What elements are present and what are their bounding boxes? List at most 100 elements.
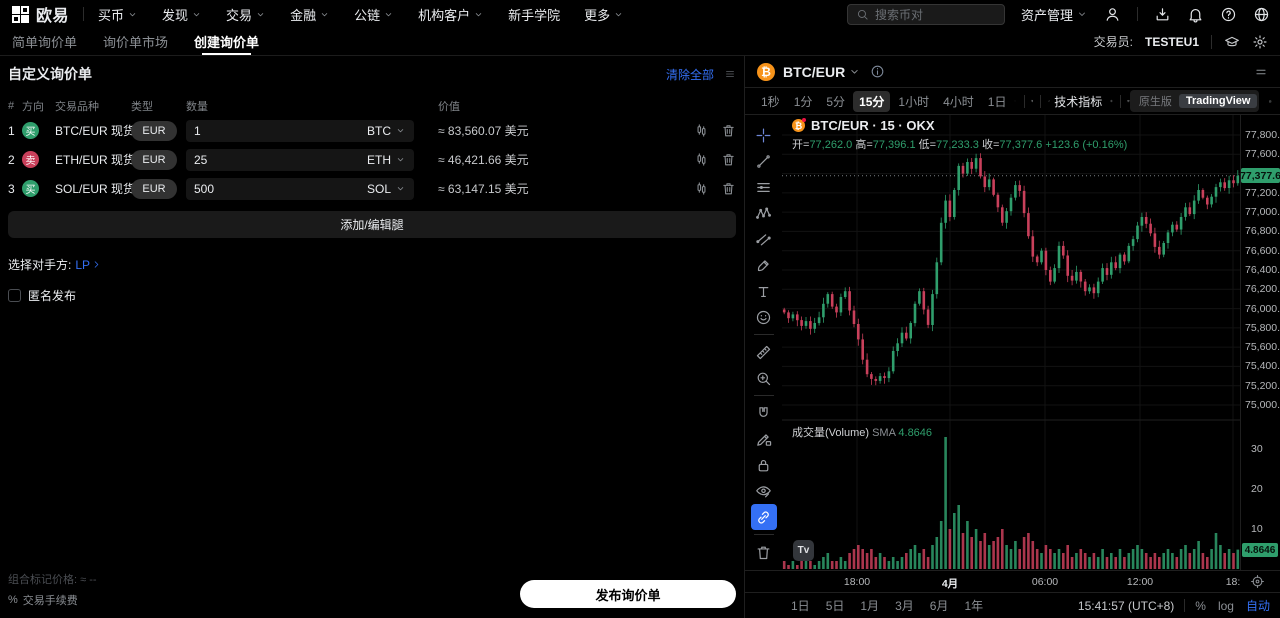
xabcd-pattern-tool[interactable]: [751, 200, 777, 226]
nav-item-交易[interactable]: 交易: [226, 5, 266, 24]
okx-logo[interactable]: 欧易: [12, 2, 69, 26]
nav-item-公链[interactable]: 公链: [354, 5, 394, 24]
interval-4小时[interactable]: 4小时: [943, 94, 974, 109]
info-icon[interactable]: [870, 64, 885, 79]
range-5日[interactable]: 5日: [825, 599, 845, 613]
indicator-label[interactable]: 技术指标: [1054, 94, 1103, 109]
ruler-tool[interactable]: [751, 339, 777, 365]
anonymous-checkbox[interactable]: [8, 289, 21, 302]
okx-logo-icon: [12, 5, 29, 23]
scroll-to-realtime-icon[interactable]: [1250, 574, 1265, 589]
interval-more-icon[interactable]: [1014, 95, 1016, 107]
brush-tool[interactable]: [751, 252, 777, 278]
chevron-down-icon[interactable]: [395, 125, 406, 136]
horizontal-lines-tool[interactable]: [751, 174, 777, 200]
symbol-title[interactable]: BTC/EUR: [783, 63, 846, 80]
link-tool[interactable]: [750, 504, 777, 530]
percent-scale-button[interactable]: %: [1195, 598, 1206, 613]
candle-style-icon[interactable]: [1031, 93, 1034, 109]
view-chart-icon[interactable]: [694, 123, 709, 138]
amount-field[interactable]: 500 SOL: [186, 177, 414, 200]
instrument-select[interactable]: ETH/EUR 现货: [55, 151, 135, 168]
amount-input[interactable]: 25: [194, 152, 208, 167]
delete-leg-icon[interactable]: [721, 152, 736, 167]
more-icon[interactable]: [1254, 65, 1268, 79]
view-chart-icon[interactable]: [694, 152, 709, 167]
tab-简单询价单[interactable]: 简单询价单: [12, 35, 78, 50]
magnet-tool[interactable]: [751, 400, 777, 426]
range-1年[interactable]: 1年: [964, 599, 984, 613]
text-tool[interactable]: [751, 278, 777, 304]
nav-item-买币[interactable]: 买币: [98, 5, 138, 24]
amount-field[interactable]: 1 BTC: [186, 119, 414, 142]
crosshair-tool[interactable]: [751, 122, 777, 148]
range-1日[interactable]: 1日: [791, 599, 810, 613]
download-app-icon[interactable]: [1154, 6, 1171, 23]
add-edit-leg-button[interactable]: 添加/编辑腿: [8, 211, 736, 238]
parallel-channel-tool[interactable]: [751, 226, 777, 252]
settings-icon[interactable]: [1252, 34, 1268, 50]
publish-rfq-button[interactable]: 发布询价单: [520, 580, 736, 608]
asset-management-menu[interactable]: 资产管理: [1021, 5, 1088, 24]
zoom-in-tool[interactable]: [751, 365, 777, 391]
nav-item-机构客户[interactable]: 机构客户: [418, 5, 484, 24]
range-6月[interactable]: 6月: [929, 599, 949, 613]
interval-5分[interactable]: 5分: [826, 94, 846, 109]
range-1月[interactable]: 1月: [860, 599, 880, 613]
interval-15分[interactable]: 15分: [853, 90, 891, 112]
nav-item-更多[interactable]: 更多: [584, 5, 624, 24]
clear-all-link[interactable]: 清除全部: [665, 67, 714, 82]
tab-询价单市场[interactable]: 询价单市场: [103, 35, 169, 50]
edit-lock-tool[interactable]: [751, 426, 777, 452]
tradingview-tab[interactable]: TradingView: [1178, 94, 1258, 108]
native-version-tab[interactable]: 原生版: [1138, 96, 1172, 108]
currency-pill[interactable]: EUR: [131, 120, 177, 141]
nav-item-新手学院[interactable]: 新手学院: [508, 5, 560, 24]
view-chart-icon[interactable]: [694, 181, 709, 196]
help-icon[interactable]: [1220, 6, 1237, 23]
instrument-select[interactable]: SOL/EUR 现货: [55, 180, 135, 197]
interval-1秒[interactable]: 1秒: [761, 94, 780, 109]
fee-row[interactable]: % 交易手续费: [8, 592, 97, 608]
range-3月[interactable]: 3月: [895, 599, 914, 613]
hide-drawings-tool[interactable]: [751, 478, 777, 504]
counterparty-select[interactable]: LP: [75, 258, 102, 272]
chart-settings-icon[interactable]: [1110, 93, 1113, 109]
chart-clock[interactable]: 15:41:57 (UTC+8): [1077, 598, 1175, 613]
notifications-icon[interactable]: [1187, 6, 1204, 23]
chevron-down-icon[interactable]: [395, 154, 406, 165]
auto-scale-button[interactable]: 自动: [1245, 599, 1270, 613]
trend-line-tool[interactable]: [751, 148, 777, 174]
fullscreen-icon[interactable]: [1269, 94, 1272, 109]
candlestick-chart[interactable]: [782, 115, 1240, 570]
nav-item-金融[interactable]: 金融: [290, 5, 330, 24]
profile-icon[interactable]: [1104, 6, 1121, 23]
amount-field[interactable]: 25 ETH: [186, 148, 414, 171]
interval-1小时[interactable]: 1小时: [898, 94, 930, 109]
interval-1日[interactable]: 1日: [987, 94, 1007, 109]
delete-leg-icon[interactable]: [721, 123, 736, 138]
tab-创建询价单[interactable]: 创建询价单: [194, 28, 259, 55]
indicator-icon[interactable]: [1048, 93, 1051, 109]
interval-1分[interactable]: 1分: [793, 94, 813, 109]
delete-leg-icon[interactable]: [721, 181, 736, 196]
chevron-down-icon[interactable]: [848, 65, 861, 78]
amount-input[interactable]: 1: [194, 123, 201, 138]
language-globe-icon[interactable]: [1253, 6, 1270, 23]
lead-trader-icon[interactable]: [1224, 34, 1240, 50]
amount-input[interactable]: 500: [194, 181, 215, 196]
panel-menu-icon[interactable]: [724, 67, 736, 81]
currency-pill[interactable]: EUR: [131, 149, 177, 170]
time-axis[interactable]: 18:00 4月 06:00 12:00 18:: [745, 570, 1280, 592]
tradingview-watermark[interactable]: Tv: [793, 540, 814, 561]
price-axis[interactable]: 77,800.077,600.077,400.077,200.077,000.0…: [1240, 115, 1280, 570]
emoji-tool[interactable]: [751, 304, 777, 330]
remove-drawings-tool[interactable]: [751, 539, 777, 565]
instrument-select[interactable]: BTC/EUR 现货: [55, 122, 135, 139]
chevron-down-icon[interactable]: [395, 183, 406, 194]
currency-pill[interactable]: EUR: [131, 178, 177, 199]
log-scale-button[interactable]: log: [1217, 598, 1234, 613]
nav-item-发现[interactable]: 发现: [162, 5, 202, 24]
search-input[interactable]: 搜索币对: [846, 3, 1005, 25]
lock-all-tool[interactable]: [751, 452, 777, 478]
